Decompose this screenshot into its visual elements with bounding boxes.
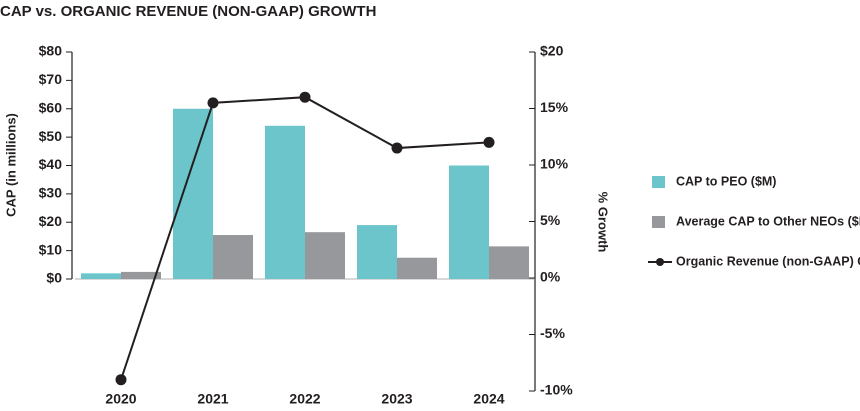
- bar: [121, 271, 161, 279]
- x-tick-label: 2023: [381, 391, 412, 407]
- y-tick-label: $70: [39, 71, 63, 87]
- y-tick-label: $40: [39, 156, 63, 172]
- line-point: [483, 136, 495, 148]
- x-tick-label: 2022: [289, 391, 320, 407]
- y-tick-label: $80: [39, 43, 63, 59]
- legend-label: Organic Revenue (non-GAAP) Growth: [676, 254, 860, 268]
- legend-swatch: [652, 216, 665, 228]
- bar: [449, 165, 489, 279]
- line-point: [391, 142, 403, 154]
- line-point: [207, 97, 219, 109]
- x-tick-label: 2020: [105, 391, 136, 407]
- y2-tick-label: -10%: [540, 382, 573, 398]
- y2-tick-label: 10%: [540, 156, 569, 172]
- chart-title: CAP vs. ORGANIC REVENUE (NON-GAAP) GROWT…: [0, 3, 376, 20]
- y2-tick-label: $20: [540, 43, 564, 59]
- bar: [265, 125, 305, 280]
- y-tick-label: $50: [39, 128, 63, 144]
- bar: [213, 235, 253, 279]
- line-point: [299, 91, 311, 103]
- bar: [173, 108, 213, 279]
- y-tick-label: $30: [39, 185, 63, 201]
- y-tick-label: $60: [39, 99, 63, 115]
- y-tick-label: $10: [39, 241, 63, 257]
- bar: [305, 232, 345, 279]
- y-axis-title: CAP (in millions): [3, 113, 18, 217]
- y2-tick-label: 15%: [540, 99, 569, 115]
- y2-tick-label: 5%: [540, 212, 561, 228]
- y2-axis-title: % Growth: [596, 192, 611, 253]
- legend-label: Average CAP to Other NEOs ($M): [676, 214, 860, 228]
- y-tick-label: $20: [39, 213, 63, 229]
- legend-label: CAP to PEO ($M): [676, 174, 776, 188]
- bar: [489, 246, 529, 279]
- y2-tick-label: -5%: [540, 325, 565, 341]
- y-tick-label: $0: [46, 270, 62, 286]
- legend-marker: [656, 258, 664, 266]
- y2-tick-label: 0%: [540, 269, 561, 285]
- bar: [81, 273, 121, 279]
- bar: [357, 225, 397, 279]
- legend-swatch: [652, 176, 665, 188]
- x-tick-label: 2021: [197, 391, 228, 407]
- x-tick-label: 2024: [473, 391, 504, 407]
- bar: [397, 257, 437, 279]
- line-point: [115, 374, 127, 386]
